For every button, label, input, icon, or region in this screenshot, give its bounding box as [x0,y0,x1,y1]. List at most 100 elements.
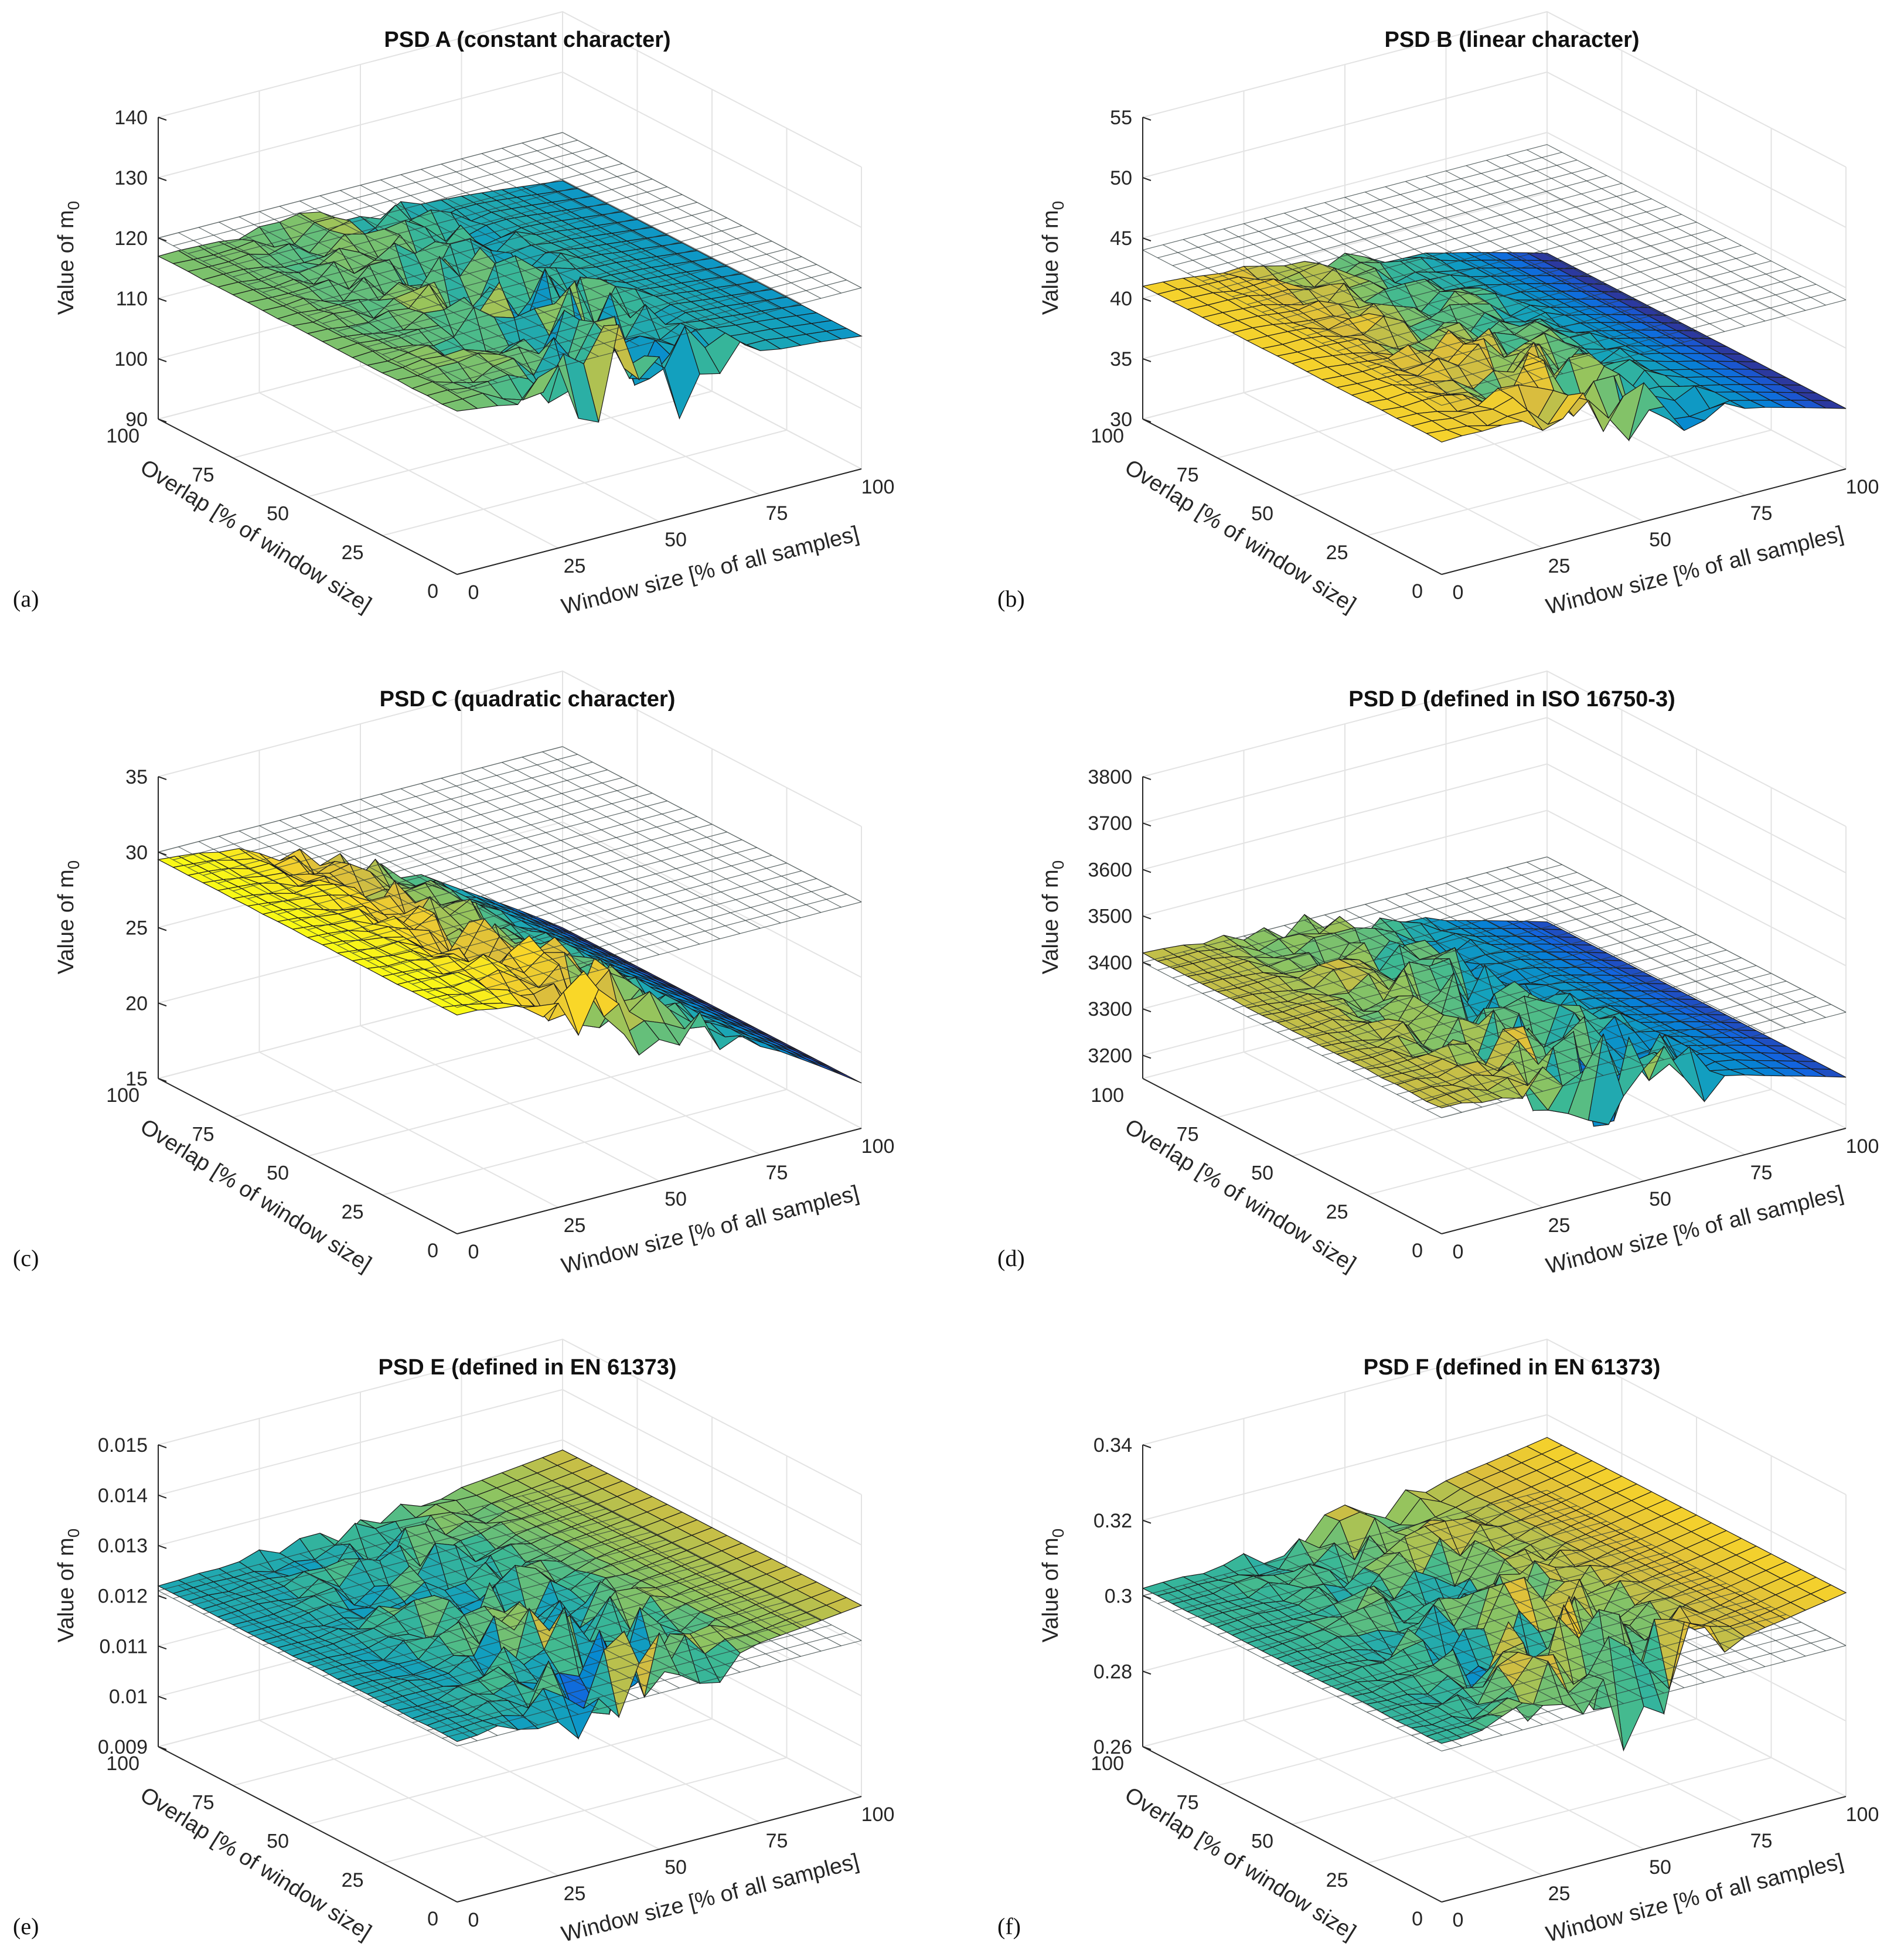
x-tick-label: 25 [1548,1214,1571,1237]
y-tick-label: 50 [267,503,289,525]
reference-plane-line [1172,872,1578,979]
reference-plane-line [203,155,608,262]
reference-plane-line [263,186,667,293]
y-tick-label: 100 [1091,425,1124,447]
reference-plane-line [421,169,720,325]
reference-plane-line [1277,1560,1682,1666]
reference-plane-line [1262,918,1667,1025]
x-tick-label: 75 [766,502,788,525]
z-tick-mark [158,927,167,931]
x-axis-line [1441,1128,1847,1234]
reference-plane-line [562,1485,862,1641]
reference-plane-line [1277,214,1682,321]
reference-plane-line [158,132,563,239]
reference-plane-line [1172,159,1578,266]
x-axis-line [1441,1796,1847,1903]
y-tick-label: 75 [192,1791,214,1813]
reference-plane-line [481,153,781,309]
reference-plane-line [292,1554,697,1661]
panel-label: (b) [997,586,1025,612]
y-tick-label: 0 [427,1240,438,1262]
x-tick-label: 50 [1649,1856,1671,1879]
reference-plane-line [158,746,563,853]
reference-plane-line [1187,1513,1592,1619]
x-tick-label: 50 [665,1856,687,1879]
z-tick-mark [1142,915,1152,920]
reference-plane-line [400,174,700,331]
z-tick-label: 0.015 [98,1434,148,1457]
reference-plane-line [173,754,578,860]
z-axis-label-main: Value of m [54,869,79,974]
y-axis-label: Overlap [% of window size] [136,1114,376,1277]
reference-plane-line [247,792,653,899]
z-tick-label: 3500 [1088,906,1132,928]
z-tick-label: 0.013 [98,1535,148,1557]
reference-plane-line [203,769,608,876]
reference-plane-line [461,773,761,929]
reference-plane-line [461,1511,761,1668]
reference-plane-line [277,1547,683,1653]
reference-plane-line [1292,934,1697,1041]
reference-plane-line [292,202,697,308]
reference-plane-line [158,1590,458,1747]
x-tick-label: 50 [1649,1188,1671,1210]
reference-plane-line [1187,167,1592,274]
z-tick-mark [1142,1595,1152,1600]
reference-plane-line [1365,1537,1664,1694]
panel-a: 9010011012013014002550751000255075100Win… [13,11,894,620]
z-tick-mark [1142,1444,1152,1448]
reference-plane-line [1157,864,1562,971]
reference-plane-line [1142,1489,1548,1597]
x-tick-label: 0 [1453,1909,1464,1931]
reference-plane-line [307,824,713,930]
x-tick-label: 100 [861,1135,895,1158]
reference-plane-line [481,767,781,924]
z-axis-label-sub: 0 [64,1529,83,1538]
z-tick-mark [158,851,167,856]
reference-plane-line [1142,144,1548,251]
z-tick-mark [158,1696,167,1700]
z-axis-label-main: Value of m [1038,869,1063,974]
y-tick-label: 50 [267,1162,289,1185]
z-tick-mark [1142,822,1152,827]
reference-plane-line [307,1562,713,1669]
x-axis-line [457,468,862,575]
panel-label: (d) [997,1245,1025,1271]
panel-title: PSD D (defined in ISO 16750-3) [1348,687,1675,712]
z-tick-mark [1142,1670,1152,1675]
reference-plane-line [502,762,801,918]
reference-plane-line [292,816,697,923]
z-tick-label: 0.32 [1094,1510,1132,1532]
z-axis-label: Value of m0 [54,1529,83,1642]
panel-label: (e) [13,1913,39,1939]
z-tick-mark [158,1444,167,1448]
reference-plane-line [1262,206,1667,313]
z-tick-label: 15 [125,1068,148,1090]
reference-plane-line [522,142,822,299]
y-tick-label: 0 [1412,1908,1423,1930]
z-tick-mark [158,237,167,241]
panel-label: (c) [13,1245,39,1271]
z-axis-label-sub: 0 [1049,1529,1067,1538]
y-tick-label: 100 [1091,1753,1124,1775]
reference-plane-line [1232,190,1637,297]
y-axis-line [158,1078,458,1234]
z-axis-label: Value of m0 [54,860,83,974]
x-tick-label: 50 [665,1188,687,1210]
z-tick-mark [158,298,167,302]
z-axis-label: Value of m0 [1038,1529,1067,1642]
surface [157,180,863,423]
y-tick-label: 0 [427,1908,438,1930]
grid-line [461,999,761,1155]
x-tick-label: 25 [1548,555,1571,577]
x-axis-line [457,1796,862,1903]
z-axis-label-sub: 0 [64,201,83,210]
reference-plane-line [1466,1510,1766,1668]
x-tick-label: 50 [665,529,687,551]
x-tick-label: 75 [766,1830,788,1852]
z-axis-label-main: Value of m [54,1537,79,1642]
z-tick-label: 140 [114,107,148,129]
x-tick-label: 0 [1453,581,1464,604]
